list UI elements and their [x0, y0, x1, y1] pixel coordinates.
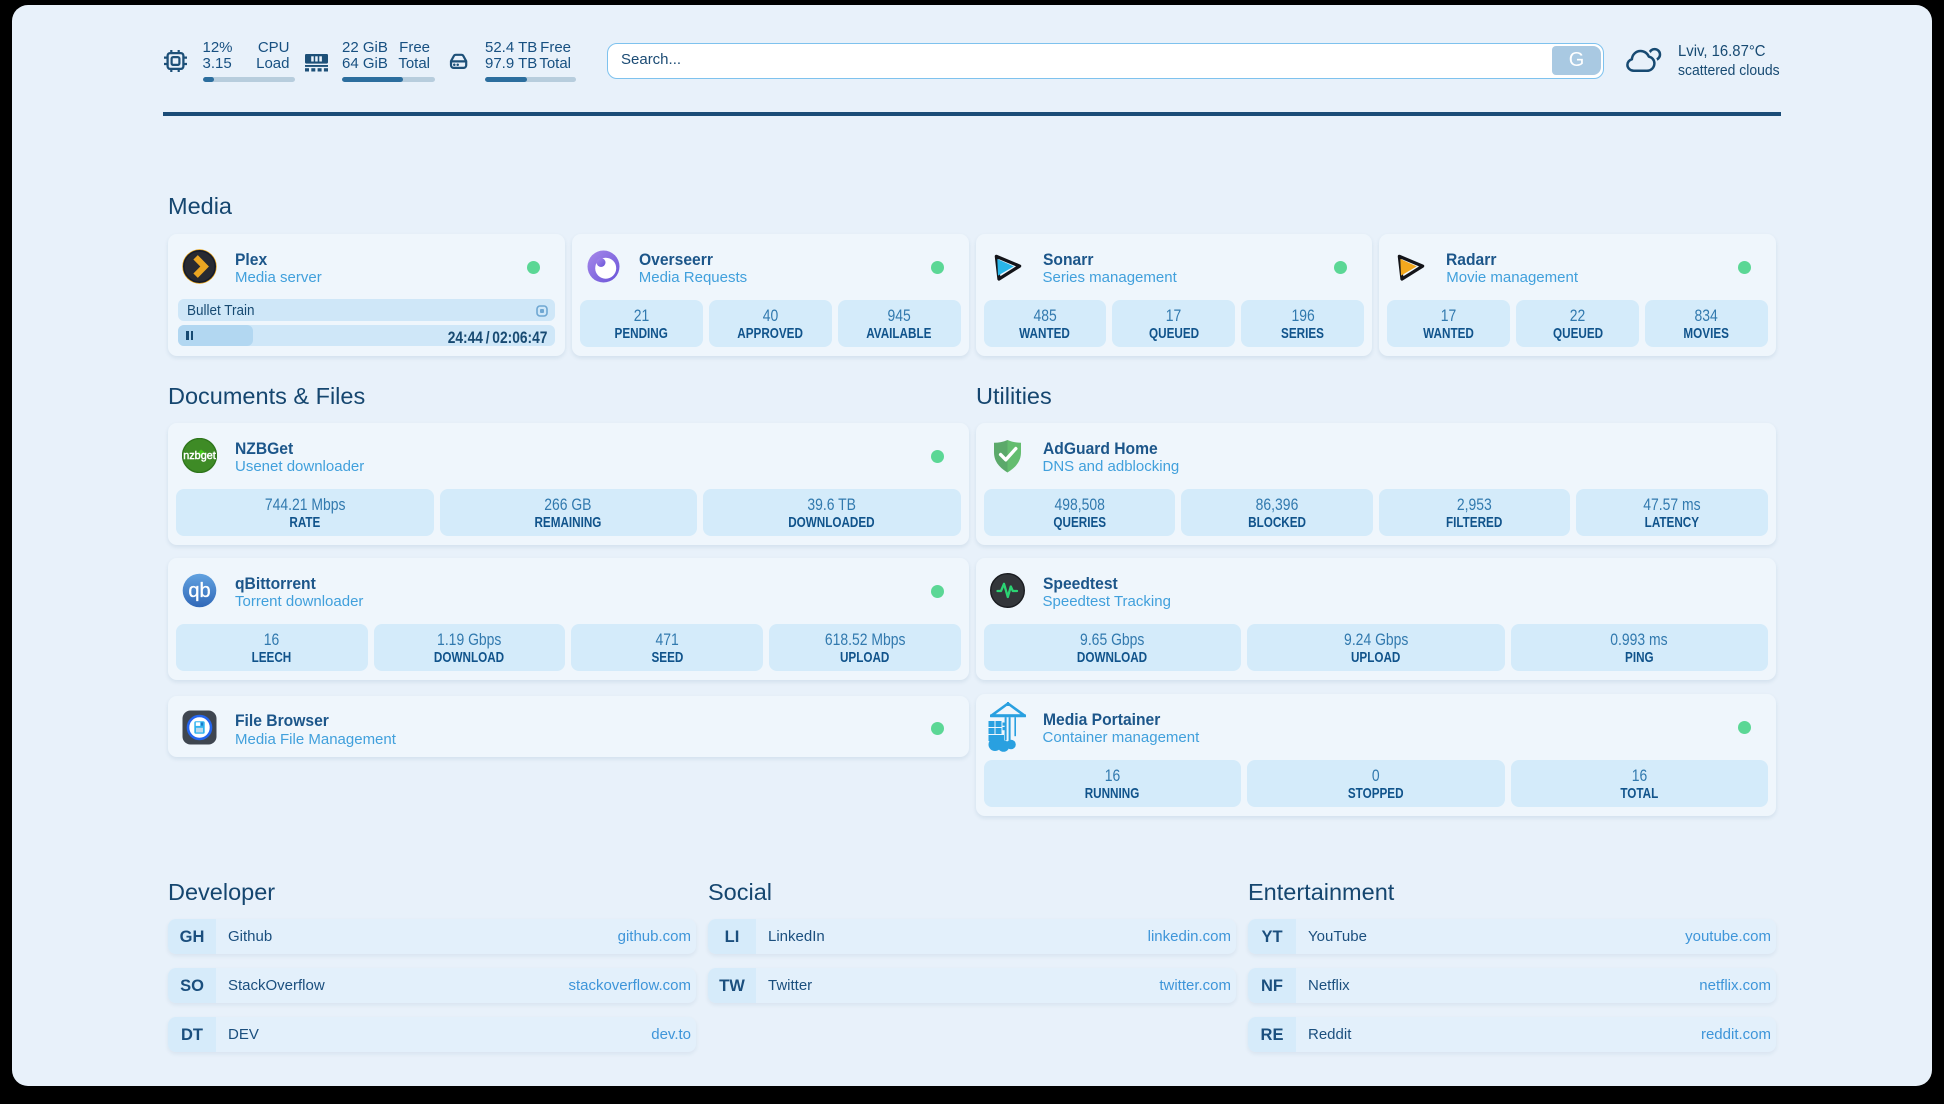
- svg-text:nzbget: nzbget: [183, 450, 215, 462]
- svg-text:qb: qb: [188, 580, 210, 602]
